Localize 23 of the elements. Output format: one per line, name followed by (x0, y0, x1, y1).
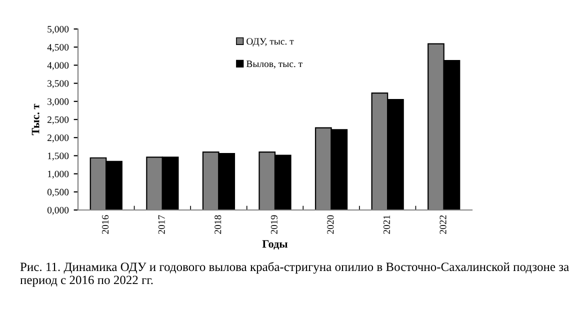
y-tick-label: 2,500 (48, 116, 69, 124)
y-tick-label: 3,500 (48, 80, 69, 88)
y-tick-label: 4,500 (47, 44, 69, 52)
x-tick-label: 2022 (440, 215, 446, 234)
legend-label: Вылов, тыс. т (246, 60, 302, 69)
y-tick-label: 0,000 (47, 206, 69, 215)
y-tick-label: 5,000 (48, 26, 69, 34)
y-tick-label: 2,000 (48, 134, 69, 142)
y-tick-label: 3,000 (48, 98, 69, 106)
x-tick-label: 2019 (270, 215, 278, 234)
x-tick-label: 2021 (383, 215, 390, 234)
y-tick-label: 4,000 (47, 62, 69, 70)
text: Рис. 11. Динамика ОДУ и годового вылова краба-стригуна опилио в Восточно-Сахалинской подзоне за период с 2016 по 2022 гг. (20, 262, 569, 287)
y-axis-title: Тыс. т (32, 104, 40, 136)
x-tick-label: 2018 (214, 215, 222, 234)
x-tick-label: 2016 (102, 215, 109, 234)
y-tick-label: 0,500 (47, 188, 69, 197)
x-axis-title: Годы (262, 240, 288, 250)
x-tick-label: 2020 (327, 215, 334, 234)
y-tick-label: 1,500 (48, 152, 69, 161)
y-tick-label: 1,000 (48, 170, 69, 179)
legend-label: ОДУ, тыс. т (246, 38, 294, 47)
x-tick-label: 2017 (158, 215, 165, 234)
